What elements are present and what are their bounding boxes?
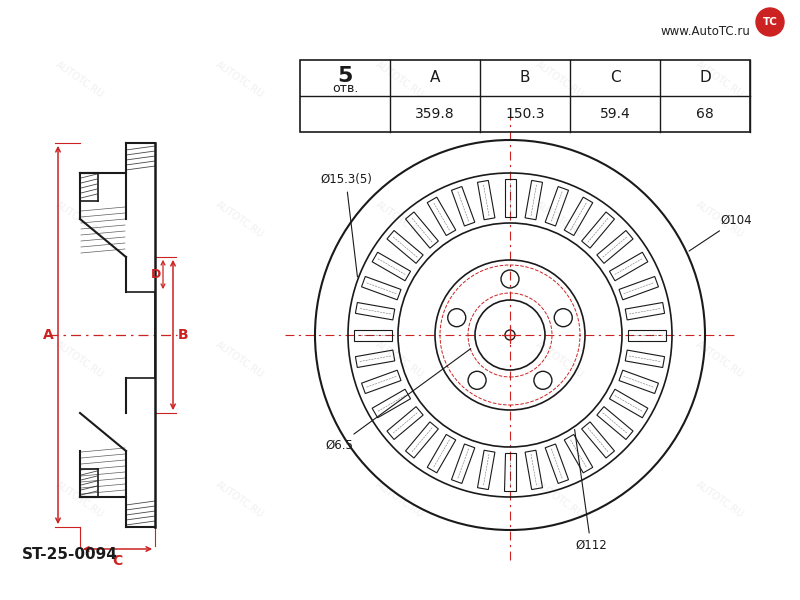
Text: 59.4: 59.4 xyxy=(600,107,630,121)
Text: ST-25-0094: ST-25-0094 xyxy=(22,547,118,562)
Text: AUTOTC.RU: AUTOTC.RU xyxy=(214,480,266,520)
Text: A: A xyxy=(430,70,440,85)
Text: AUTOTC.RU: AUTOTC.RU xyxy=(54,340,106,380)
Text: AUTOTC.RU: AUTOTC.RU xyxy=(694,200,746,240)
Text: AUTOTC.RU: AUTOTC.RU xyxy=(534,60,586,100)
Text: AUTOTC.RU: AUTOTC.RU xyxy=(374,60,426,100)
Text: отв.: отв. xyxy=(332,82,358,94)
Text: C: C xyxy=(610,70,620,85)
Text: B: B xyxy=(178,328,188,342)
Text: 150.3: 150.3 xyxy=(506,107,545,121)
Text: AUTOTC.RU: AUTOTC.RU xyxy=(214,60,266,100)
Text: TC: TC xyxy=(762,17,778,27)
Text: www.AutoTC.ru: www.AutoTC.ru xyxy=(660,25,750,38)
Text: Ø112: Ø112 xyxy=(574,430,606,551)
Text: AUTOTC.RU: AUTOTC.RU xyxy=(54,60,106,100)
Text: AUTOTC.RU: AUTOTC.RU xyxy=(54,480,106,520)
Text: 5: 5 xyxy=(338,66,353,86)
Text: AUTOTC.RU: AUTOTC.RU xyxy=(694,480,746,520)
Circle shape xyxy=(756,8,784,36)
Text: A: A xyxy=(42,328,54,342)
Text: AUTOTC.RU: AUTOTC.RU xyxy=(534,340,586,380)
Text: 359.8: 359.8 xyxy=(415,107,455,121)
Text: AUTOTC.RU: AUTOTC.RU xyxy=(214,340,266,380)
Text: D: D xyxy=(699,70,711,85)
Text: AUTOTC.RU: AUTOTC.RU xyxy=(374,200,426,240)
Text: Ø104: Ø104 xyxy=(689,214,752,251)
Text: AUTOTC.RU: AUTOTC.RU xyxy=(214,200,266,240)
Text: B: B xyxy=(520,70,530,85)
Text: Ø15.3(5): Ø15.3(5) xyxy=(320,173,372,277)
Text: 68: 68 xyxy=(696,107,714,121)
Text: AUTOTC.RU: AUTOTC.RU xyxy=(694,60,746,100)
Text: AUTOTC.RU: AUTOTC.RU xyxy=(374,340,426,380)
Text: AUTOTC.RU: AUTOTC.RU xyxy=(54,200,106,240)
Text: AUTOTC.RU: AUTOTC.RU xyxy=(534,200,586,240)
Text: Ø6.5: Ø6.5 xyxy=(325,349,470,451)
Text: AUTOTC.RU: AUTOTC.RU xyxy=(374,480,426,520)
Text: AUTOTC.RU: AUTOTC.RU xyxy=(694,340,746,380)
Text: D: D xyxy=(150,268,161,281)
Text: C: C xyxy=(112,554,122,568)
Text: AUTOTC.RU: AUTOTC.RU xyxy=(534,480,586,520)
Bar xyxy=(300,60,750,132)
